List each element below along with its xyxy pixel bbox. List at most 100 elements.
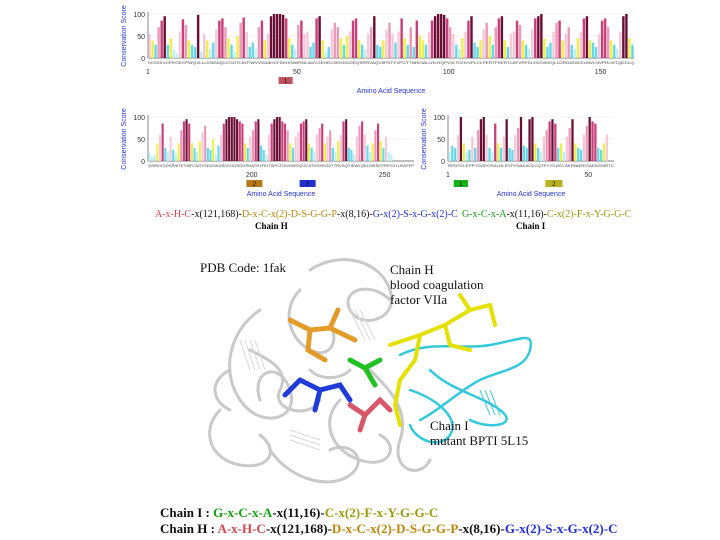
- conservation-bar: [289, 143, 292, 161]
- conservation-bar: [470, 16, 473, 58]
- conservation-bar: [291, 147, 295, 161]
- conservation-bar: [345, 119, 348, 161]
- sequence-letters: IVGGKVCPKGECPWQVLLLVNGAQLCGGTLINTIWVVSAA…: [148, 61, 634, 65]
- conservation-bar: [257, 27, 261, 58]
- conservation-bar: [467, 20, 470, 59]
- pattern-segment: -x(121,168)-: [191, 209, 242, 220]
- motif-box: [246, 180, 263, 187]
- conservation-bar: [537, 147, 540, 161]
- conservation-bar: [597, 147, 600, 161]
- conservation-bar: [185, 119, 188, 161]
- conservation-bar: [514, 134, 517, 161]
- conservation-bar: [427, 31, 431, 58]
- conservation-bar: [354, 18, 358, 58]
- conservation-bar: [163, 16, 166, 58]
- conservation-bar: [555, 22, 558, 58]
- conservation-bar: [588, 117, 591, 161]
- conservation-bar: [252, 130, 255, 161]
- chain-h-desc-line-3: factor VIIa: [390, 292, 448, 307]
- conservation-bar: [473, 42, 476, 58]
- conservation-bar: [543, 38, 546, 58]
- conservation-bar: [597, 33, 601, 58]
- conservation-bar: [494, 123, 497, 161]
- conservation-bar: [603, 18, 607, 58]
- motif-label: 1: [284, 79, 288, 85]
- motif-sticks-red: [347, 396, 393, 433]
- conservation-bar: [321, 40, 324, 58]
- conservation-bar: [491, 44, 494, 58]
- y-axis-label: Conservation Score: [421, 108, 428, 170]
- conservation-bar: [358, 125, 361, 161]
- pattern-segment: D-x-C-x(2)-D-S-G-G-P: [241, 209, 337, 220]
- conservation-bar: [503, 40, 507, 58]
- conservation-bar: [369, 152, 372, 161]
- conservation-bar: [272, 14, 276, 58]
- chain-h-desc-line-2: blood coagulation: [390, 277, 484, 292]
- conservation-bar: [451, 145, 454, 161]
- conservation-bar: [456, 134, 460, 161]
- conservation-bar: [284, 18, 288, 58]
- conservation-bar: [350, 150, 353, 161]
- conservation-bar: [552, 31, 555, 58]
- conservation-bar: [415, 20, 419, 59]
- conservation-bar: [508, 147, 511, 161]
- conservation-bar: [357, 40, 361, 58]
- conservation-bar: [281, 121, 284, 161]
- conservation-bar: [156, 143, 159, 161]
- pdb-code-label: PDB Code: 1fak: [200, 260, 286, 275]
- x-tick-label: 50: [584, 172, 592, 179]
- conservation-bar: [625, 14, 628, 58]
- conservation-bar: [558, 20, 561, 59]
- conservation-bar: [166, 152, 170, 161]
- conservation-bar: [373, 16, 376, 58]
- conservation-bar: [209, 49, 212, 58]
- motif-sticks-yellow: [388, 293, 497, 427]
- conservation-bar: [164, 147, 167, 161]
- conservation-bar: [494, 27, 498, 58]
- conservation-bar: [169, 136, 172, 161]
- conservation-bar: [329, 130, 332, 161]
- conservation-bar: [224, 27, 227, 58]
- conservation-bar: [206, 147, 209, 161]
- conservation-bar: [215, 29, 218, 58]
- pattern-segment: G-x(2)-S-x-G-x(2)-C: [504, 521, 618, 536]
- conservation-bar: [265, 154, 268, 161]
- conservation-bar: [476, 130, 480, 161]
- conservation-bar: [273, 119, 276, 161]
- conservation-bar: [497, 18, 501, 58]
- conservation-bar: [323, 143, 326, 161]
- conservation-bar: [385, 29, 388, 58]
- conservation-bar: [602, 143, 606, 161]
- conservation-bar: [169, 38, 172, 58]
- conservation-bar: [496, 143, 500, 161]
- conservation-bar: [577, 147, 580, 161]
- motif-box: [453, 180, 469, 187]
- conservation-bar: [230, 117, 233, 161]
- conservation-bar: [275, 14, 279, 58]
- conservation-bar: [150, 156, 154, 161]
- chain-prefix: Chain I :: [160, 505, 214, 520]
- conservation-bar: [297, 25, 300, 58]
- conservation-bar: [546, 47, 549, 58]
- sequence-letters: RPDFCLEPPYDGPCRALHLRYFYNAKAGLCQTFYYGGCLA…: [448, 164, 615, 168]
- motif-box: [299, 180, 316, 187]
- conservation-bar: [412, 47, 415, 58]
- conservation-bar: [204, 125, 207, 161]
- pattern-segment: G-x-C-x-A: [462, 209, 507, 220]
- conservation-bar: [251, 42, 255, 58]
- conservation-bar: [254, 121, 257, 161]
- conservation-bar: [286, 130, 289, 161]
- conservation-bar: [361, 121, 364, 161]
- conservation-bar: [531, 117, 534, 161]
- conservation-bar: [557, 147, 560, 161]
- chain-h-desc-line-1: Chain H: [390, 262, 434, 277]
- conservation-bar: [353, 154, 356, 161]
- conservation-bar: [184, 25, 188, 58]
- y-tick-label: 100: [433, 115, 445, 122]
- conservation-bar: [201, 132, 204, 161]
- conservation-bar: [233, 117, 236, 161]
- conservation-bar: [561, 40, 564, 58]
- conservation-bar: [172, 150, 175, 161]
- y-tick-label: 100: [133, 115, 145, 122]
- conservation-bar: [424, 44, 428, 58]
